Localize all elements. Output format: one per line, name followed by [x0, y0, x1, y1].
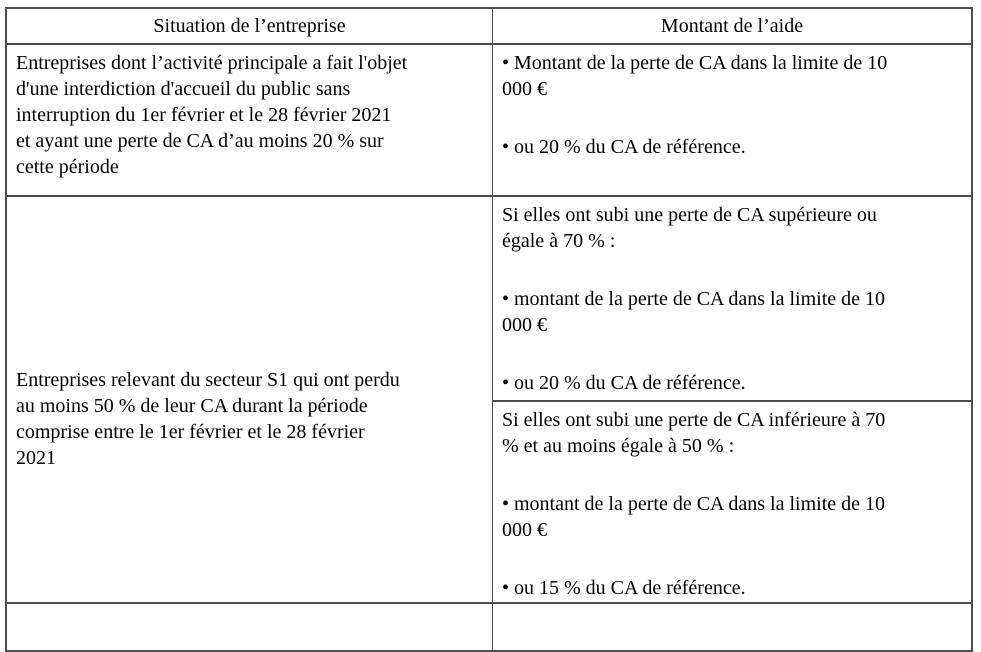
- situation-text: Entreprises relevant du secteur S1 qui o…: [16, 369, 400, 469]
- row-next-truncated: [7, 604, 971, 650]
- bullet-montant-perte-ca: • montant de la perte de CA dans la limi…: [502, 288, 886, 336]
- aide-cell-interdiction: • Montant de la perte de CA dans la limi…: [493, 45, 971, 195]
- bullet-ou-20-pourcent: • ou 20 % du CA de référence.: [502, 372, 746, 394]
- situation-cell-interdiction: Entreprises dont l’activité principale a…: [7, 45, 493, 195]
- condition-perte-50-70: Si elles ont subi une perte de CA inféri…: [502, 409, 886, 457]
- header-row: Situation de l’entreprise Montant de l’a…: [7, 9, 971, 45]
- situation-cell-truncated: [7, 604, 493, 650]
- row-secteur-s1: Entreprises relevant du secteur S1 qui o…: [7, 197, 971, 604]
- bullet-ou-15-pourcent: • ou 15 % du CA de référence.: [502, 577, 746, 599]
- aide-cell-secteur-s1: Si elles ont subi une perte de CA supéri…: [493, 197, 971, 602]
- aide-subcell-perte-50-70: Si elles ont subi une perte de CA inféri…: [493, 402, 971, 602]
- bullet-ou-20-pourcent: • ou 20 % du CA de référence.: [502, 136, 746, 158]
- bullet-montant-perte-ca: • montant de la perte de CA dans la limi…: [502, 493, 886, 541]
- situation-text: Entreprises dont l’activité principale a…: [16, 52, 408, 178]
- column-header-situation: Situation de l’entreprise: [7, 9, 493, 43]
- bullet-montant-perte-ca: • Montant de la perte de CA dans la limi…: [502, 52, 888, 100]
- condition-perte-ge-70: Si elles ont subi une perte de CA supéri…: [502, 204, 877, 252]
- row-interdiction-accueil: Entreprises dont l’activité principale a…: [7, 45, 971, 197]
- aide-cell-truncated: [493, 604, 971, 650]
- aide-subcell-perte-ge-70: Si elles ont subi une perte de CA supéri…: [493, 197, 971, 402]
- column-header-montant: Montant de l’aide: [660, 15, 804, 37]
- situation-cell-secteur-s1: Entreprises relevant du secteur S1 qui o…: [7, 197, 493, 602]
- aid-table: Situation de l’entreprise Montant de l’a…: [5, 7, 973, 652]
